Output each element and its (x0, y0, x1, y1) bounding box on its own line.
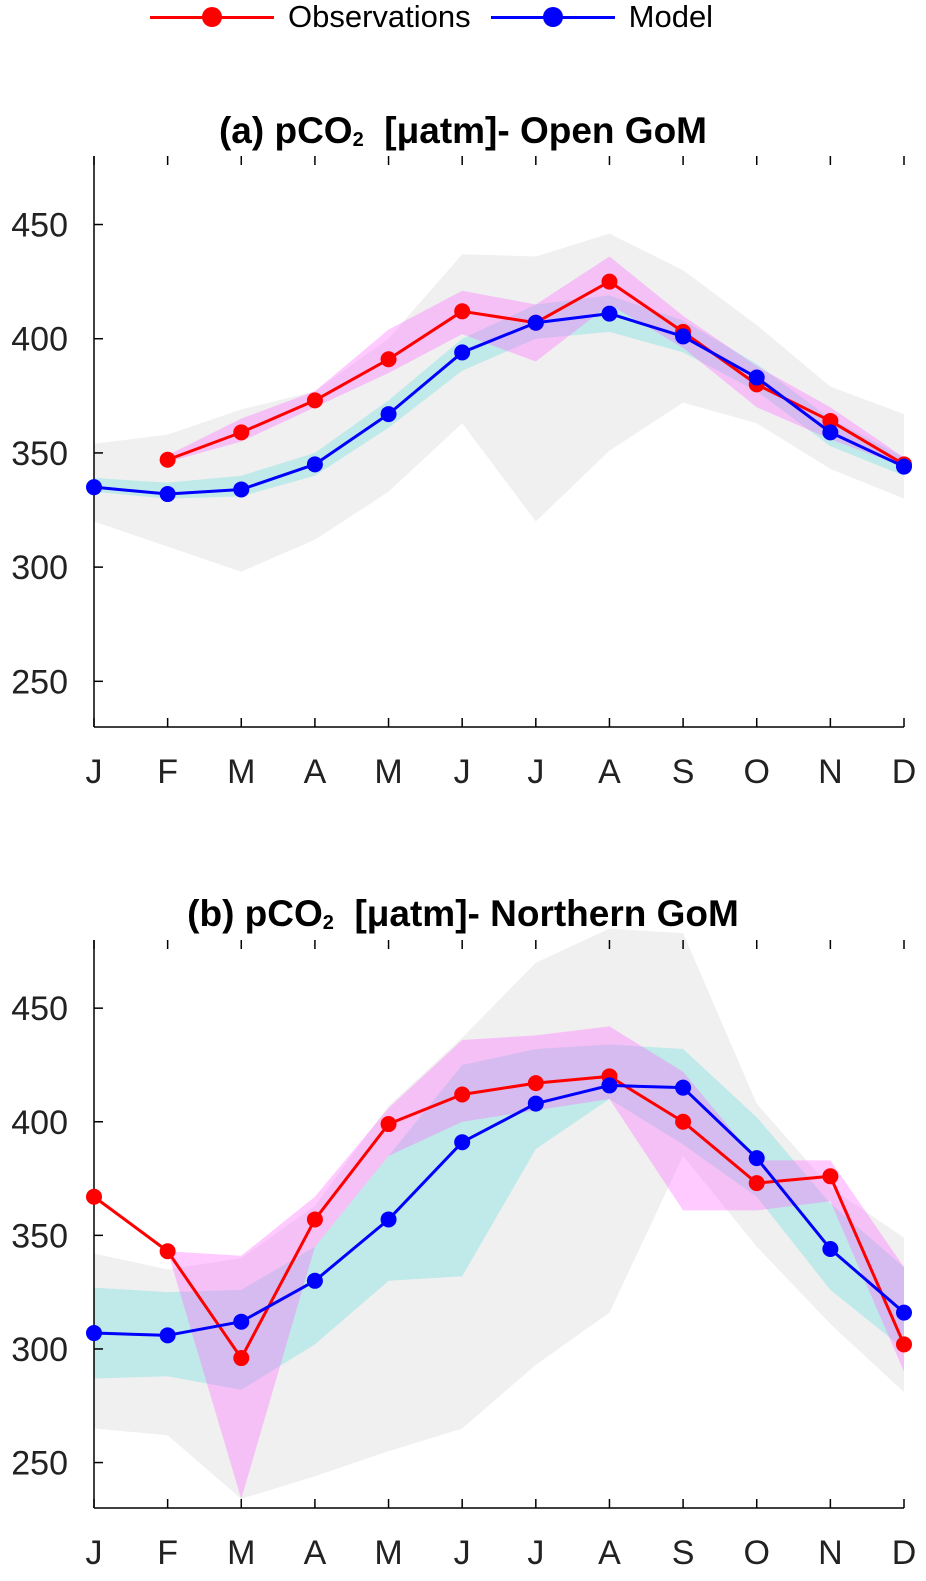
data-point-observations (380, 1116, 397, 1133)
data-point-observations (527, 1075, 544, 1092)
y-tick-label: 450 (11, 207, 68, 245)
data-point-observations (748, 1175, 765, 1192)
data-point-observations (454, 303, 471, 320)
data-point-observations (675, 1113, 692, 1130)
data-point-model (675, 1079, 692, 1096)
y-tick-label: 300 (11, 1331, 68, 1369)
data-point-observations (233, 424, 250, 441)
data-point-model (896, 458, 912, 475)
data-point-model (380, 406, 397, 423)
x-tick-label: N (818, 1534, 843, 1572)
x-tick-label: F (157, 753, 178, 791)
x-tick-label: S (672, 753, 695, 791)
data-point-model (86, 1325, 102, 1342)
x-tick-label: O (744, 1534, 770, 1572)
x-tick-label: O (744, 753, 770, 791)
data-point-model (380, 1211, 397, 1228)
data-point-model (233, 1313, 250, 1330)
x-tick-label: J (527, 1534, 544, 1572)
data-point-model (601, 305, 618, 322)
data-point-observations (86, 1188, 102, 1205)
data-point-model (822, 424, 839, 441)
observations-swatch-icon (150, 7, 274, 27)
data-point-model (159, 1327, 176, 1344)
data-point-model (454, 344, 471, 361)
x-tick-label: J (527, 753, 544, 791)
data-point-model (306, 1272, 323, 1289)
data-point-observations (822, 412, 839, 429)
legend-item-model: Model (490, 0, 714, 35)
x-tick-label: M (227, 1534, 255, 1572)
x-tick-label: D (892, 753, 917, 791)
x-tick-label: J (454, 753, 471, 791)
data-point-observations (380, 351, 397, 368)
x-tick-label: N (818, 753, 843, 791)
data-point-model (601, 1077, 618, 1094)
chart-panel-0: 250 300 350 400 450 J F M A M J J A S O N D (11, 156, 916, 791)
x-tick-label: S (672, 1534, 695, 1572)
legend-label-model: Model (628, 0, 714, 34)
model-swatch-icon (490, 7, 615, 27)
band-spread (94, 233, 904, 572)
y-tick-label: 450 (11, 990, 68, 1028)
x-tick-label: J (86, 1534, 103, 1572)
data-point-observations (601, 273, 618, 290)
chart-panel-1: 250 300 350 400 450 J F M A M J J A S O N D (11, 928, 917, 1572)
y-tick-label: 250 (11, 663, 68, 701)
y-tick-label: 350 (11, 1217, 68, 1255)
data-point-observations (306, 392, 323, 409)
y-tick-label: 400 (11, 321, 68, 359)
data-point-model (159, 486, 176, 503)
x-tick-label: M (374, 1534, 402, 1572)
legend-item-observations: Observations (150, 0, 471, 35)
data-point-observations (159, 451, 176, 468)
x-tick-label: A (304, 753, 327, 791)
data-point-observations (896, 1336, 912, 1353)
y-tick-label: 300 (11, 549, 68, 587)
x-tick-label: M (374, 753, 402, 791)
data-point-observations (233, 1350, 250, 1367)
band-model (94, 1044, 904, 1390)
data-point-observations (159, 1243, 176, 1260)
data-point-model (748, 369, 765, 386)
data-point-model (748, 1150, 765, 1167)
series-line-observations (93, 1074, 906, 1360)
data-point-observations (822, 1168, 839, 1185)
x-tick-label: A (598, 1534, 621, 1572)
data-point-observations (454, 1086, 471, 1103)
x-tick-label: M (227, 753, 255, 791)
x-tick-label: J (86, 753, 103, 791)
band-observations (94, 1026, 904, 1499)
x-tick-label: J (454, 1534, 471, 1572)
chart-legend: Observations Model (150, 0, 733, 34)
series-line-model (93, 312, 905, 496)
y-tick-label: 250 (11, 1445, 68, 1483)
data-point-model (527, 314, 544, 331)
data-point-model (454, 1134, 471, 1151)
band-observations (167, 256, 905, 467)
data-point-model (675, 328, 692, 345)
panel-a-title: (a) pCO2 [μatm]- Open GoM (218, 110, 707, 151)
x-tick-label: F (157, 1534, 178, 1572)
y-tick-label: 400 (11, 1104, 68, 1142)
legend-label-observations: Observations (288, 0, 471, 34)
series-line-model (93, 1083, 905, 1337)
band-spread (94, 928, 904, 1499)
data-point-model (527, 1095, 544, 1112)
x-tick-label: A (304, 1534, 327, 1572)
x-tick-label: D (892, 1534, 917, 1572)
panel-b-title: (b) pCO2 [μatm]- Northern GoM (187, 893, 739, 934)
y-tick-label: 350 (11, 435, 68, 473)
data-point-model (822, 1240, 839, 1257)
data-point-observations (306, 1211, 323, 1228)
x-tick-label: A (598, 753, 621, 791)
data-point-model (306, 456, 323, 473)
data-point-model (896, 1304, 912, 1321)
data-point-model (86, 479, 102, 496)
data-point-model (233, 481, 250, 498)
